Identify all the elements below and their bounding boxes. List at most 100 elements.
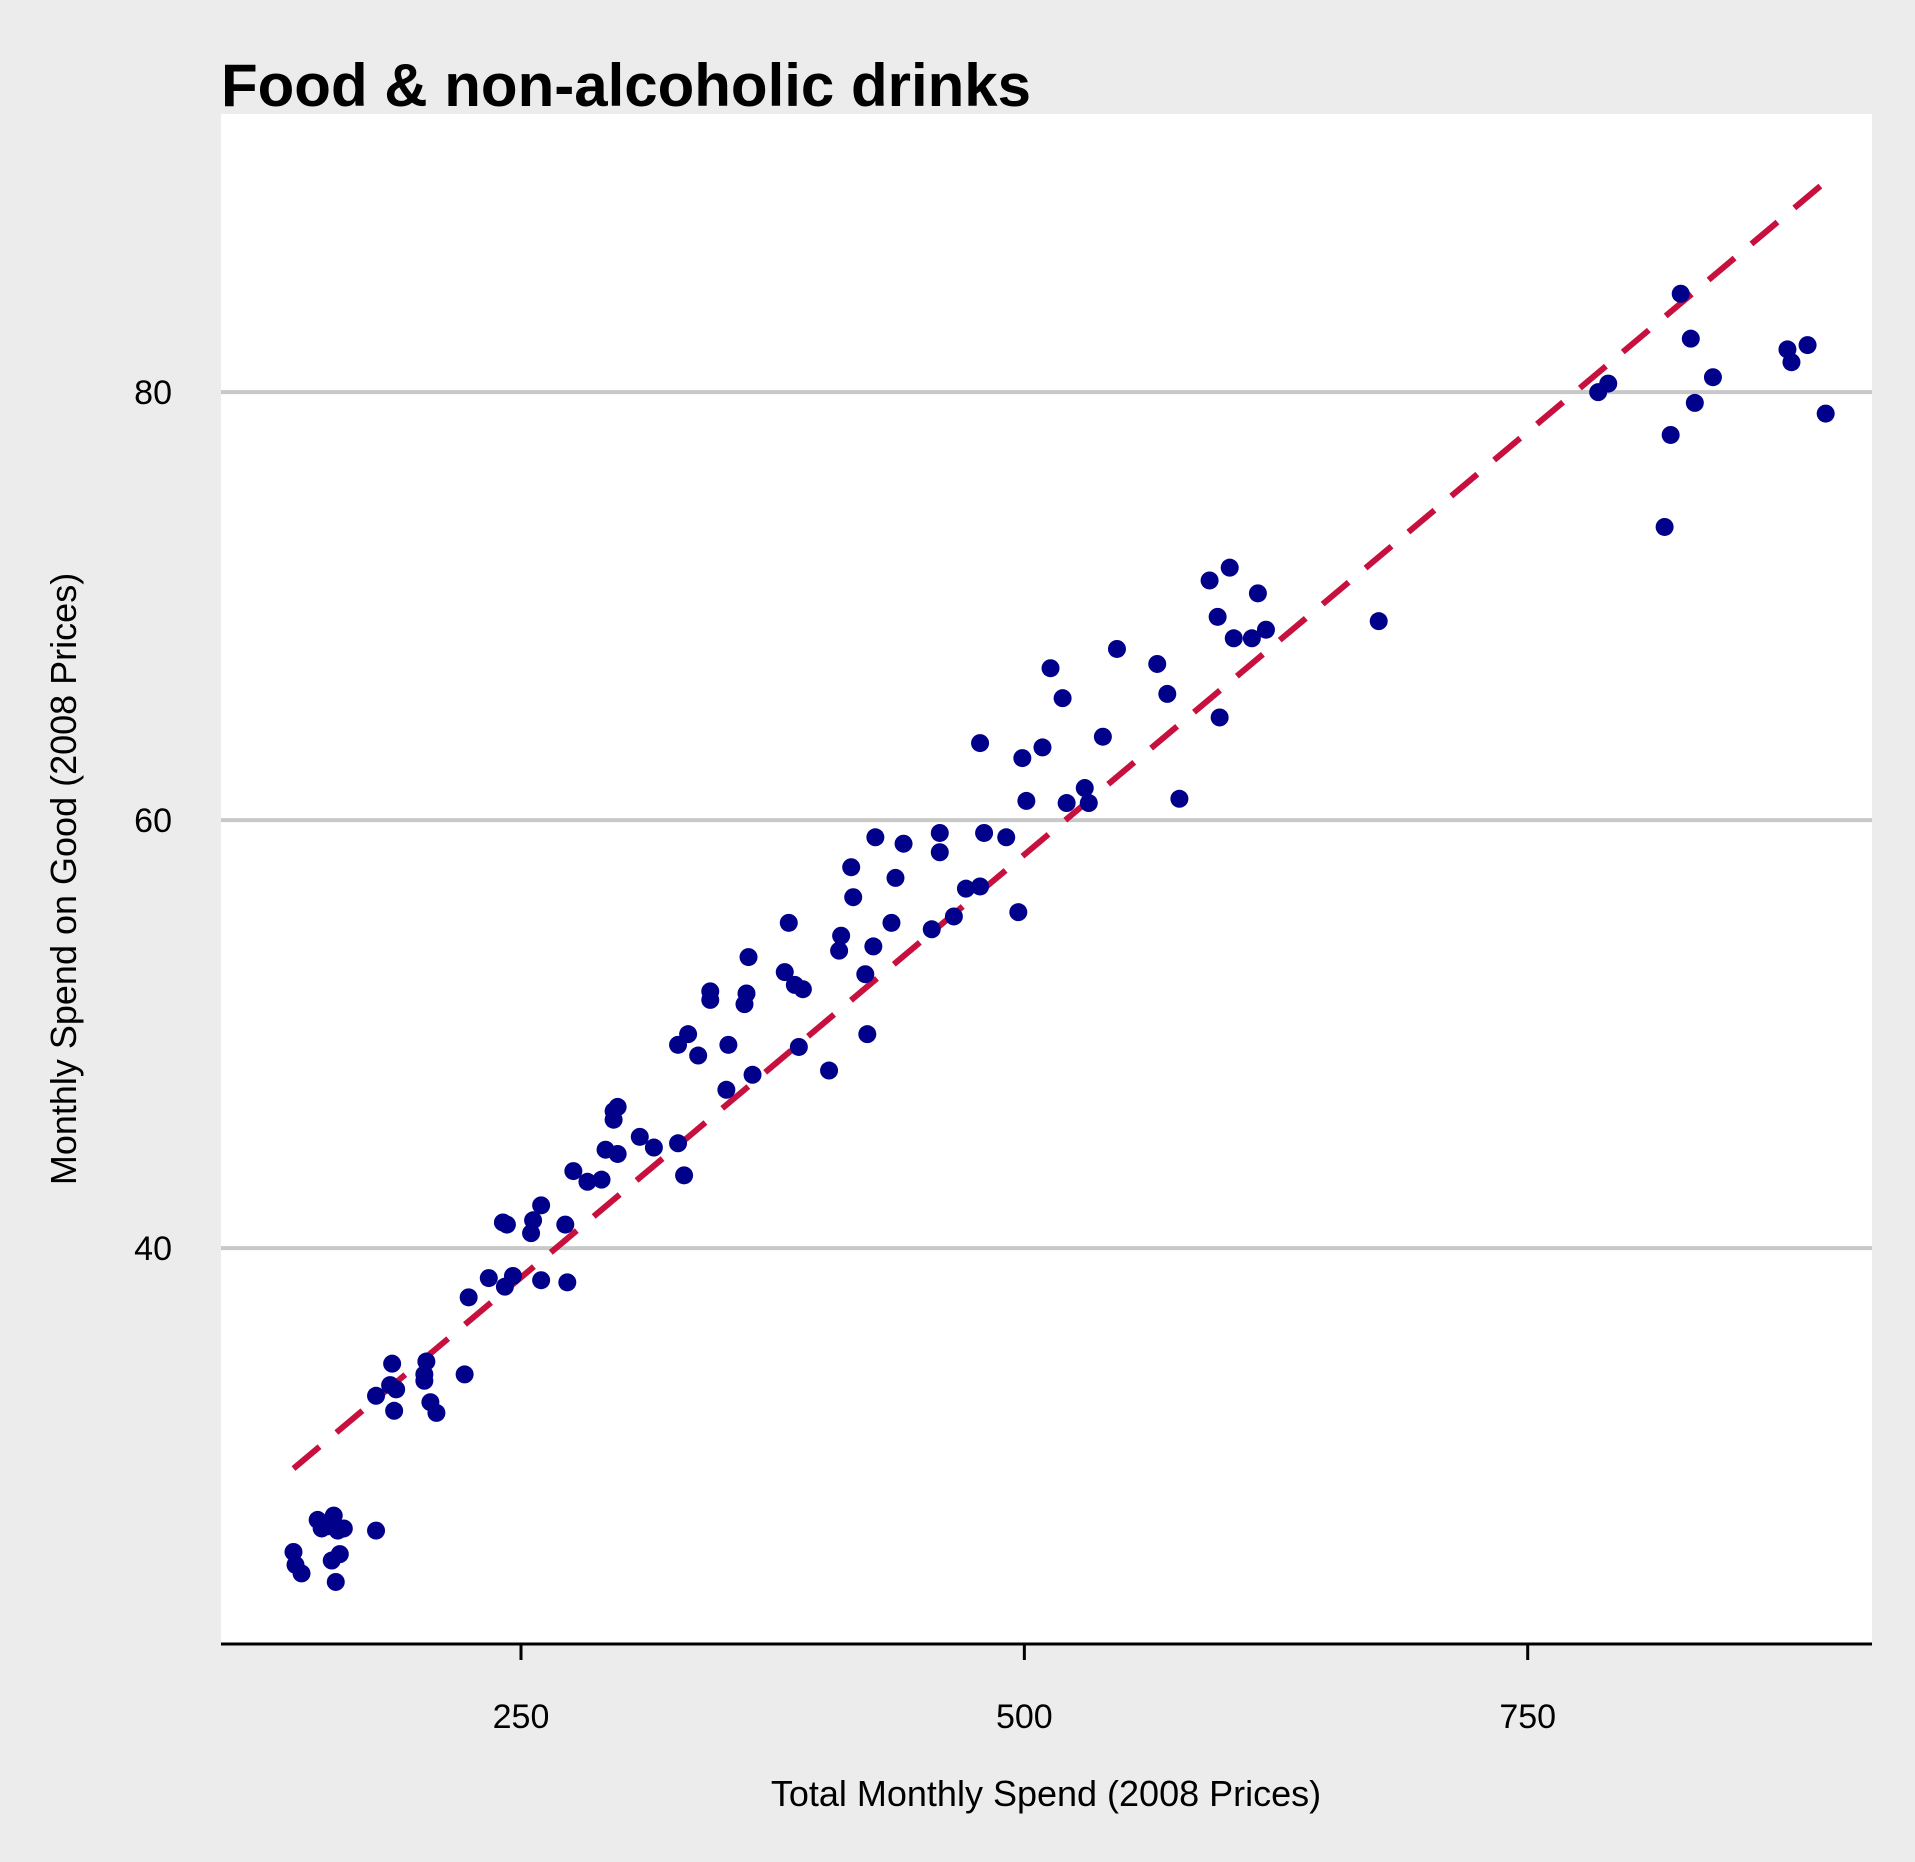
- data-point: [608, 1097, 627, 1116]
- data-point: [1655, 517, 1674, 536]
- data-point: [856, 965, 875, 984]
- data-point: [1158, 684, 1177, 703]
- data-point: [385, 1401, 404, 1420]
- data-point: [779, 913, 798, 932]
- data-point: [1681, 329, 1700, 348]
- data-point: [789, 1037, 808, 1056]
- data-points: [284, 284, 1835, 1591]
- data-point: [1009, 903, 1028, 922]
- data-point: [578, 1172, 597, 1191]
- data-point: [1816, 404, 1835, 423]
- data-point: [820, 1061, 839, 1080]
- data-point: [793, 980, 812, 999]
- data-point: [894, 834, 913, 853]
- data-point: [503, 1266, 522, 1285]
- data-point: [737, 984, 756, 1003]
- data-point: [1248, 584, 1267, 603]
- x-axis-title: Total Monthly Spend (2008 Prices): [771, 1773, 1321, 1814]
- data-point: [1703, 368, 1722, 387]
- data-point: [1200, 571, 1219, 590]
- data-point: [1256, 620, 1275, 639]
- data-point: [367, 1386, 386, 1405]
- data-point: [930, 843, 949, 862]
- data-point: [1369, 612, 1388, 631]
- data-point: [944, 907, 963, 926]
- data-point: [1210, 708, 1229, 727]
- data-point: [334, 1519, 353, 1538]
- x-tick-label: 500: [996, 1698, 1053, 1736]
- data-point: [1107, 639, 1126, 658]
- data-point: [675, 1166, 694, 1185]
- data-point: [1017, 791, 1036, 810]
- y-tick-label: 60: [134, 802, 172, 840]
- data-point: [997, 828, 1016, 847]
- data-point: [975, 823, 994, 842]
- y-axis-title: Monthly Spend on Good (2008 Prices): [43, 573, 84, 1185]
- data-point: [864, 937, 883, 956]
- plot-panel: [221, 114, 1872, 1644]
- data-point: [1798, 336, 1817, 355]
- data-point: [842, 858, 861, 877]
- x-tick-label: 250: [493, 1698, 550, 1736]
- y-tick-labels: 40 60 80: [134, 374, 172, 1268]
- data-point: [882, 913, 901, 932]
- data-point: [922, 920, 941, 939]
- data-point: [630, 1127, 649, 1146]
- data-point: [930, 823, 949, 842]
- data-point: [427, 1403, 446, 1422]
- data-point: [669, 1134, 688, 1153]
- data-point: [971, 734, 990, 753]
- data-point: [556, 1215, 575, 1234]
- data-point: [1148, 654, 1167, 673]
- x-tick-label: 750: [1499, 1698, 1556, 1736]
- data-point: [1599, 374, 1618, 393]
- data-point: [367, 1521, 386, 1540]
- data-point: [324, 1506, 343, 1525]
- data-point: [886, 868, 905, 887]
- data-point: [417, 1352, 436, 1371]
- data-point: [1075, 779, 1094, 798]
- data-point: [1033, 738, 1052, 757]
- data-point: [644, 1138, 663, 1157]
- data-point: [717, 1080, 736, 1099]
- data-point: [775, 963, 794, 982]
- data-point: [459, 1288, 478, 1307]
- data-point: [497, 1215, 516, 1234]
- data-point: [564, 1162, 583, 1181]
- y-tick-label: 80: [134, 374, 172, 412]
- data-point: [689, 1046, 708, 1065]
- data-point: [844, 888, 863, 907]
- data-point: [830, 941, 849, 960]
- data-point: [292, 1564, 311, 1583]
- y-tick-label: 40: [134, 1230, 172, 1268]
- data-point: [383, 1354, 402, 1373]
- x-ticks: 250 500 750: [493, 1644, 1556, 1736]
- data-point: [1053, 689, 1072, 708]
- data-point: [387, 1380, 406, 1399]
- data-point: [524, 1211, 543, 1230]
- data-point: [858, 1025, 877, 1044]
- data-point: [739, 948, 758, 967]
- data-point: [532, 1196, 551, 1215]
- data-point: [532, 1271, 551, 1290]
- data-point: [455, 1365, 474, 1384]
- data-point: [743, 1065, 762, 1084]
- data-point: [1057, 794, 1076, 813]
- data-point: [701, 982, 720, 1001]
- data-point: [558, 1273, 577, 1292]
- chart-title: Food & non-alcoholic drinks: [221, 52, 1031, 119]
- data-point: [971, 877, 990, 896]
- data-point: [330, 1545, 349, 1564]
- data-point: [1782, 353, 1801, 372]
- data-point: [1220, 558, 1239, 577]
- data-point: [679, 1025, 698, 1044]
- data-point: [1041, 659, 1060, 678]
- data-point: [1208, 607, 1227, 626]
- data-point: [866, 828, 885, 847]
- data-point: [1079, 794, 1098, 813]
- data-point: [1671, 284, 1690, 303]
- data-point: [326, 1572, 345, 1591]
- data-point: [1242, 629, 1261, 648]
- data-point: [1224, 629, 1243, 648]
